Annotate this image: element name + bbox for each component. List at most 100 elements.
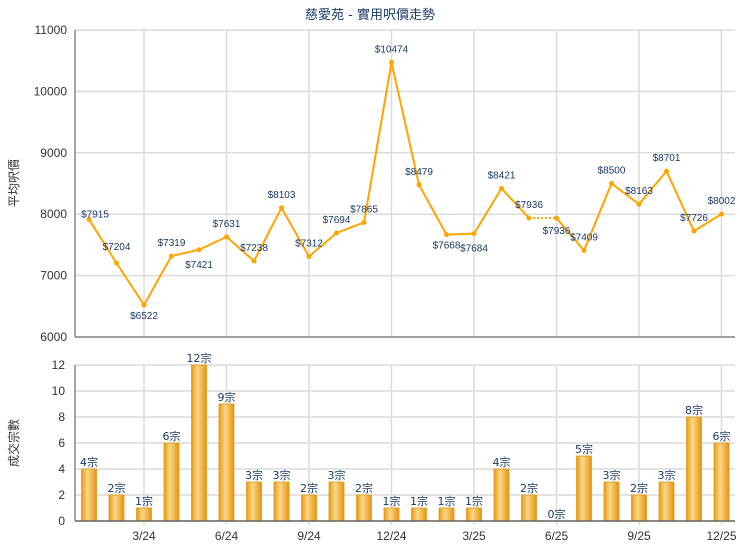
bar [81,468,97,522]
bar-data-label: 4宗 [80,455,98,469]
bar-data-label: 2宗 [630,481,648,495]
line-point [691,228,697,234]
line-data-label: $7238 [240,243,268,254]
bar [713,442,730,522]
line-point [169,253,174,259]
bar-data-label: 1宗 [410,494,428,508]
line-segment [446,232,475,236]
line-y-tick: 9000 [40,146,67,160]
bar-data-label: 0宗 [548,507,566,521]
bar [108,494,125,522]
bar-y-tick: 8 [58,410,65,424]
bar [218,403,235,522]
line-segment [418,184,448,236]
line-data-label: $7694 [323,215,351,226]
x-tick-label: 3/24 [132,529,156,543]
line-data-label: $7204 [103,242,131,253]
bar-data-label: 3宗 [603,468,621,482]
bar [411,507,427,522]
bar-y-tick: 0 [58,514,65,528]
line-segment [88,218,118,264]
line-point [251,258,257,264]
line-point [499,185,504,191]
bar-data-label: 3宗 [245,468,263,482]
line-point [224,234,229,240]
x-tick-label: 12/25 [706,529,736,543]
line-data-label: $7726 [680,213,708,224]
line-segment [336,221,365,234]
line-point [471,231,477,237]
line-data-label: $7421 [185,260,213,271]
line-point [526,215,532,221]
bar-data-label: 1宗 [135,494,153,508]
bar [521,494,537,522]
bar-y-tick: 12 [52,358,66,372]
bar-data-label: 1宗 [383,494,401,508]
bar-y-tick: 10 [52,384,66,398]
line-data-label: $10474 [375,44,409,55]
bar-data-label: 9宗 [218,390,236,404]
bar [686,416,702,522]
line-segment [500,187,530,219]
line-segment [638,170,668,205]
bar [466,507,482,522]
line-point [664,168,669,174]
line-data-label: $8103 [268,190,296,201]
line-point [444,232,449,238]
line-segment [583,183,613,251]
line-y-axis-label: 平均呎價 [7,159,21,207]
bar-data-label: 5宗 [575,442,593,456]
line-point [609,181,614,186]
bar-data-label: 3宗 [273,468,291,482]
line-segment [143,255,173,306]
bar [191,364,207,522]
bar [328,481,345,522]
bar-y-tick: 6 [58,436,65,450]
x-tick-label: 6/25 [545,529,569,543]
line-data-label: $8479 [405,167,433,178]
line-point [581,247,587,253]
line-segment [198,235,227,251]
bar-data-label: 3宗 [328,468,346,482]
line-data-label: $7684 [460,244,488,255]
line-y-tick: 11000 [35,23,68,37]
bar-data-label: 8宗 [685,403,703,417]
line-segment [225,236,255,262]
line-data-label: $7312 [295,238,323,249]
line-data-label: $7409 [570,232,598,243]
line-data-label: $8701 [653,153,681,164]
line-data-label: $7631 [213,219,241,230]
line-segment [665,170,695,232]
bar [438,507,455,522]
x-tick-label: 12/24 [376,529,406,543]
line-data-label: $6522 [130,311,158,322]
line-point [719,211,724,217]
line-point [86,216,92,222]
line-point [196,247,202,253]
x-tick-label: 3/25 [462,529,486,543]
line-point [114,260,119,266]
bar-data-label: 12宗 [187,351,212,365]
line-segment [115,262,145,306]
bar [163,442,180,522]
line-data-label: $8163 [625,186,653,197]
bar-y-tick: 4 [58,462,65,476]
line-segment [171,248,200,257]
bar [383,507,400,522]
bar-data-label: 3宗 [658,468,676,482]
bar-data-label: 1宗 [465,494,483,508]
line-data-label: $7865 [350,204,378,215]
bar-data-label: 2宗 [355,481,373,495]
line-data-label: $7319 [158,238,186,249]
line-point [554,215,559,221]
line-point [389,59,394,65]
line-point [334,230,339,236]
line-segment [253,207,283,262]
bar [246,481,262,522]
bar [603,481,620,522]
bar-data-label: 2宗 [108,481,126,495]
line-point [306,253,312,259]
line-segment [308,232,338,258]
bar-y-tick: 2 [58,488,65,502]
